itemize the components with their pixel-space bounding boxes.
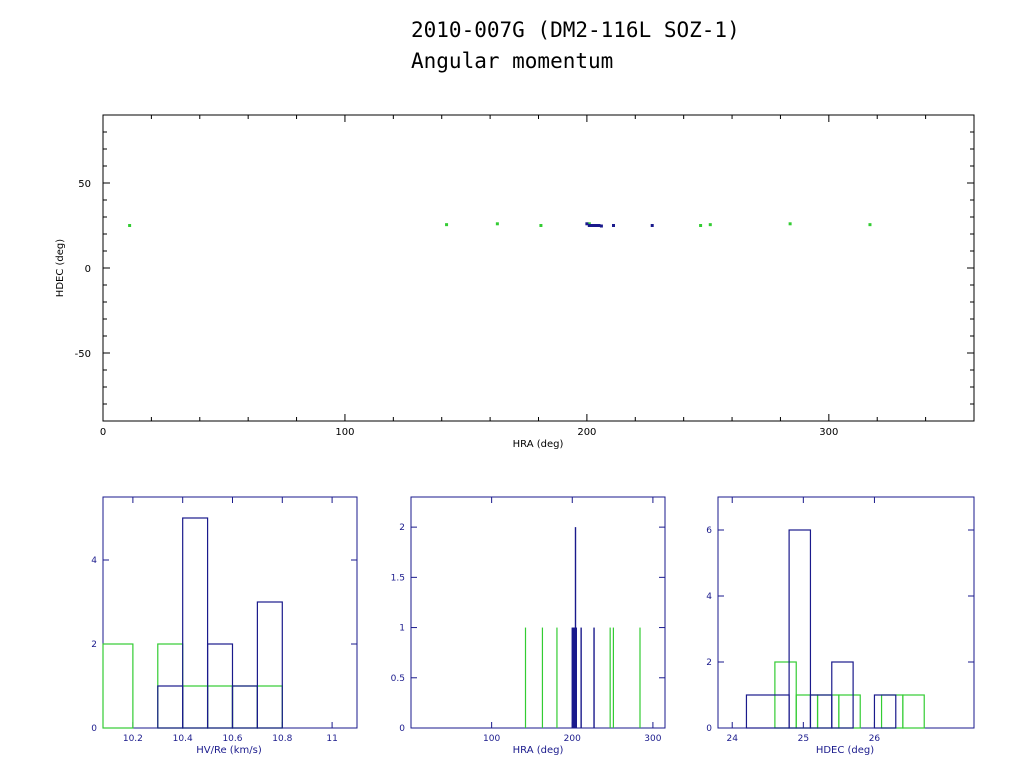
hdec-bar-green [816,694,840,729]
hra-x-tick-label: 300 [644,734,661,744]
scatter-point [587,224,591,227]
hdec-y-tick-label: 4 [706,592,712,602]
hv-bar-navy [182,517,209,729]
scatter-point [585,222,589,226]
hra-x-tick-label: 100 [483,734,500,744]
scatter-point [597,224,601,227]
hv-x-tick-label: 10.6 [222,734,242,744]
scatter-point [539,224,543,227]
hdec-x-tick-label: 26 [869,734,881,744]
scatter-y-axis-label: HDEC (deg) [55,239,66,297]
scatter-point [650,224,654,227]
hv-bar-navy [157,685,184,729]
hdec-y-tick-label: 2 [706,658,712,668]
hv-y-tick-label: 4 [91,556,97,566]
hv-x-tick-label: 10.8 [272,734,292,744]
hra-x-tick-label: 200 [564,734,581,744]
hra-y-tick-label: 1 [399,624,405,634]
hv-x-axis-label: HV/Re (km/s) [196,745,262,756]
hdec-y-tick-label: 0 [706,724,712,734]
hdec-bar-green [838,694,861,729]
hv-x-tick-label: 10.2 [123,734,143,744]
scatter-point [445,223,449,227]
scatter-point [612,224,616,227]
hv-y-tick-label: 2 [91,640,97,650]
scatter-point [788,222,792,226]
hra-y-tick-label: 2 [399,523,405,533]
hv-y-tick-label: 0 [91,724,97,734]
hv-frame [102,496,358,729]
hra-y-tick-label: 0 [399,724,405,734]
hra-frame [410,496,666,729]
scatter-x-tick-label: 100 [335,427,354,438]
scatter-point [592,224,596,227]
scatter-point [708,223,712,227]
scatter-x-axis-label: HRA (deg) [513,439,564,450]
hdec-frame [717,496,975,729]
hv-x-tick-label: 10.4 [173,734,193,744]
hra-x-axis-label: HRA (deg) [513,745,564,756]
scatter-point [699,224,703,227]
hdec-bar-navy [788,529,812,729]
hv-bar-green [182,685,209,729]
scatter-x-tick-label: 0 [100,427,106,438]
hv-bar-green [206,685,234,729]
scatter-point [595,224,599,227]
hv-bar-navy [256,601,283,729]
hv-bar-green [102,643,134,729]
hra-y-tick-label: 1.5 [391,573,405,583]
hv-bar-green [256,685,283,729]
hdec-bar-navy [809,694,833,729]
hdec-bar-green [902,694,925,729]
hra-histogram: HRA (deg) 100 200 300 0 0.5 1 1.5 2 [391,496,666,756]
scatter-point [495,222,499,226]
hv-bar-navy [231,685,258,729]
scatter-y-tick-label: 50 [78,179,91,190]
hdec-x-tick-label: 25 [798,734,809,744]
hra-y-tick-label: 0.5 [391,674,405,684]
hdec-bar-navy [745,694,790,729]
hdec-bar-green [795,694,819,729]
scatter-y-tick-label: -50 [75,349,91,360]
hv-x-tick-label: 11 [326,734,337,744]
scatter-plot: HRA (deg) HDEC (deg) 0 100 200 300 -50 0 50 [55,114,975,450]
chart-title: 2010-007G (DM2-116L SOZ-1) [411,18,740,42]
scatter-point [868,223,872,227]
hdec-bar-green [880,694,904,729]
scatter-frame [102,114,975,422]
hdec-bar-navy [831,661,854,729]
hdec-bar-navy [873,694,897,729]
hdec-x-tick-label: 24 [726,734,738,744]
scatter-x-tick-label: 300 [819,427,838,438]
hv-bar-green [231,685,258,729]
scatter-y-tick-label: 0 [85,264,91,275]
hv-histogram: HV/Re (km/s) 10.2 10.4 10.6 10.8 11 0 2 4 [91,496,358,756]
scatter-point [590,224,594,227]
scatter-x-tick-label: 200 [577,427,596,438]
scatter-point [587,222,591,226]
hdec-y-tick-label: 6 [706,526,712,536]
hdec-x-axis-label: HDEC (deg) [816,745,874,756]
scatter-point [128,224,132,227]
scatter-point [599,224,603,228]
chart-subtitle: Angular momentum [411,49,613,73]
